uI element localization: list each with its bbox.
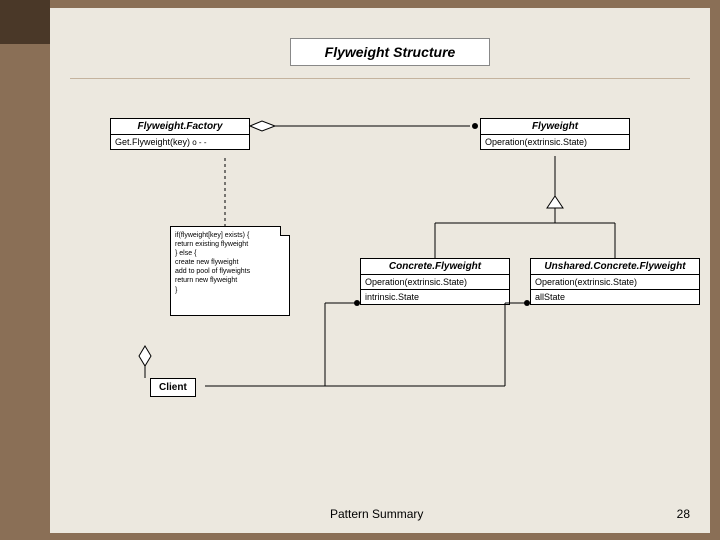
op-text: Get.Flyweight(key) [115, 137, 190, 147]
note-line: create new flyweight [175, 258, 285, 267]
diamond-icon [250, 121, 275, 131]
note-line: } [175, 286, 285, 295]
note-fold-icon [280, 226, 290, 236]
class-operation: Get.Flyweight(key) o - - [111, 135, 249, 149]
class-title: Unshared.Concrete.Flyweight [531, 259, 699, 275]
class-title: Flyweight [481, 119, 629, 135]
class-operation: Operation(extrinsic.State) [481, 135, 629, 149]
corner-accent [0, 0, 50, 44]
note-line: add to pool of flyweights [175, 267, 285, 276]
footer-label: Pattern Summary [330, 507, 423, 521]
class-attribute: allState [531, 290, 699, 304]
slide-area: Flyweight Structure Flyweight.Factory Ge… [50, 8, 710, 533]
pseudocode-note: if(flyweight[key] exists) { return exist… [170, 226, 290, 316]
class-title: Concrete.Flyweight [361, 259, 509, 275]
page-number: 28 [677, 507, 690, 521]
note-line: return new flyweight [175, 276, 285, 285]
class-flyweight-factory: Flyweight.Factory Get.Flyweight(key) o -… [110, 118, 250, 150]
note-line: return existing flyweight [175, 240, 285, 249]
note-line: } else { [175, 249, 285, 258]
class-operation: Operation(extrinsic.State) [531, 275, 699, 290]
class-client: Client [150, 378, 196, 397]
class-flyweight: Flyweight Operation(extrinsic.State) [480, 118, 630, 150]
class-unshared-concrete-flyweight: Unshared.Concrete.Flyweight Operation(ex… [530, 258, 700, 305]
slide-title: Flyweight Structure [290, 38, 490, 66]
note-line: if(flyweight[key] exists) { [175, 231, 285, 240]
class-attribute: intrinsic.State [361, 290, 509, 304]
triangle-icon [547, 196, 563, 208]
class-concrete-flyweight: Concrete.Flyweight Operation(extrinsic.S… [360, 258, 510, 305]
dot-icon [472, 123, 478, 129]
diamond-icon [139, 346, 151, 366]
class-operation: Operation(extrinsic.State) [361, 275, 509, 290]
title-rule [70, 78, 690, 79]
class-title: Flyweight.Factory [111, 119, 249, 135]
